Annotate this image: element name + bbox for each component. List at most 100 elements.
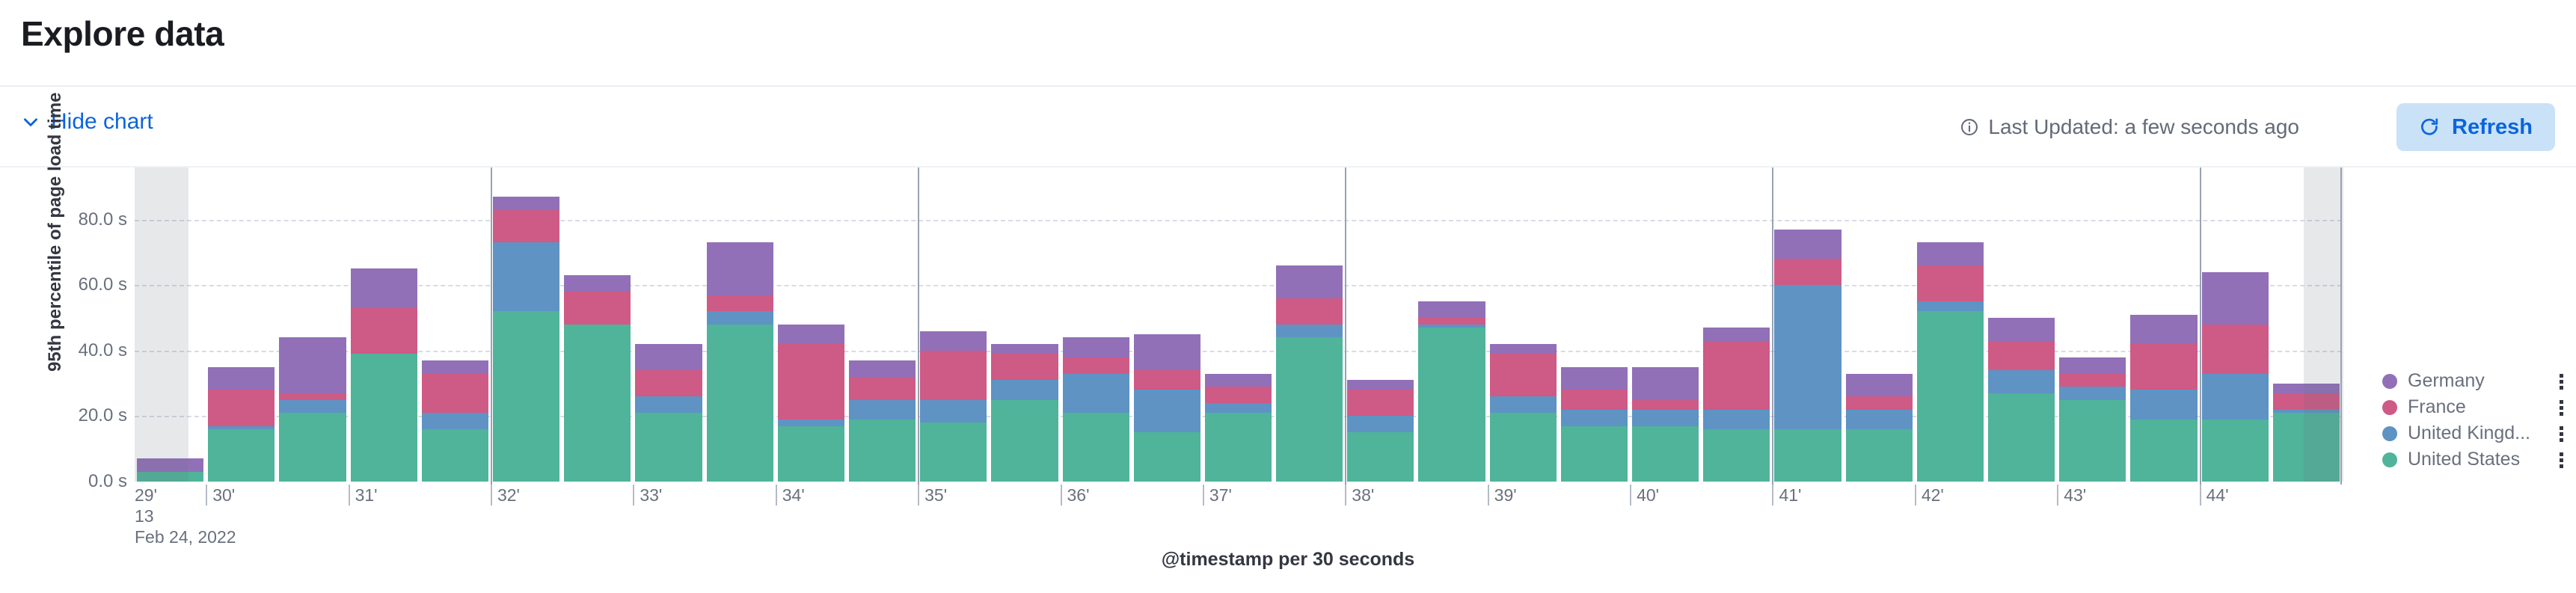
bar-segment[interactable] — [1489, 396, 1557, 414]
bar-stack[interactable] — [706, 242, 773, 482]
bar-segment[interactable] — [350, 308, 417, 354]
bar-segment[interactable] — [421, 360, 488, 374]
legend-item-france[interactable]: France — [2382, 394, 2569, 420]
bar-segment[interactable] — [279, 393, 346, 400]
bar-segment[interactable] — [208, 390, 275, 426]
bar-segment[interactable] — [635, 344, 702, 371]
bar-segment[interactable] — [991, 380, 1058, 400]
bar-segment[interactable] — [706, 311, 773, 325]
bar-stack[interactable] — [208, 366, 275, 482]
bar-segment[interactable] — [1418, 318, 1485, 325]
bar-segment[interactable] — [777, 425, 844, 482]
bar-segment[interactable] — [2130, 314, 2198, 345]
bar-segment[interactable] — [1062, 413, 1129, 482]
bar-segment[interactable] — [1703, 409, 1770, 429]
bar-segment[interactable] — [492, 197, 560, 210]
bar-segment[interactable] — [1418, 301, 1485, 319]
bar-segment[interactable] — [1204, 402, 1272, 414]
bar-segment[interactable] — [1062, 373, 1129, 414]
bar-segment[interactable] — [2201, 324, 2269, 374]
bar-segment[interactable] — [1916, 311, 1984, 482]
refresh-button[interactable]: Refresh — [2396, 103, 2555, 151]
bar-segment[interactable] — [1347, 390, 1414, 417]
bar-segment[interactable] — [2130, 390, 2198, 420]
bar-segment[interactable] — [1560, 409, 1628, 426]
bar-segment[interactable] — [1988, 370, 2055, 393]
bar-segment[interactable] — [848, 360, 916, 377]
bar-segment[interactable] — [2130, 344, 2198, 390]
bar-segment[interactable] — [920, 350, 987, 400]
bar-segment[interactable] — [2272, 409, 2340, 414]
bar-segment[interactable] — [1632, 425, 1699, 482]
bar-segment[interactable] — [991, 344, 1058, 354]
bar-segment[interactable] — [564, 324, 631, 482]
bar-segment[interactable] — [350, 268, 417, 308]
bar-segment[interactable] — [2059, 373, 2126, 387]
bar-segment[interactable] — [492, 242, 560, 312]
bar-stack[interactable] — [777, 324, 844, 482]
bar-segment[interactable] — [1489, 354, 1557, 397]
bar-stack[interactable] — [1774, 229, 1841, 482]
bar-segment[interactable] — [1703, 340, 1770, 410]
bar-stack[interactable] — [350, 268, 417, 482]
bar-segment[interactable] — [635, 396, 702, 414]
bar-segment[interactable] — [2059, 357, 2126, 374]
bar-stack[interactable] — [137, 458, 204, 482]
bar-segment[interactable] — [991, 399, 1058, 482]
bar-segment[interactable] — [1489, 344, 1557, 354]
legend-item-united-states[interactable]: United States — [2382, 446, 2569, 473]
bar-segment[interactable] — [492, 209, 560, 243]
bar-segment[interactable] — [421, 373, 488, 414]
legend-item-united-kingd[interactable]: United Kingd... — [2382, 420, 2569, 446]
bar-segment[interactable] — [920, 399, 987, 423]
bar-segment[interactable] — [1276, 265, 1343, 298]
bar-segment[interactable] — [2130, 419, 2198, 482]
bar-segment[interactable] — [706, 324, 773, 482]
bar-segment[interactable] — [137, 458, 204, 472]
bar-segment[interactable] — [2272, 393, 2340, 410]
bar-segment[interactable] — [1560, 425, 1628, 482]
bar-segment[interactable] — [1489, 413, 1557, 482]
bar-segment[interactable] — [1204, 387, 1272, 403]
bar-segment[interactable] — [1347, 380, 1414, 390]
bar-segment[interactable] — [1347, 432, 1414, 482]
bar-segment[interactable] — [2201, 419, 2269, 482]
bar-segment[interactable] — [1703, 428, 1770, 482]
bar-segment[interactable] — [492, 311, 560, 482]
bar-segment[interactable] — [2201, 271, 2269, 325]
bar-segment[interactable] — [1062, 357, 1129, 374]
bar-segment[interactable] — [1632, 399, 1699, 410]
bar-segment[interactable] — [1845, 428, 1913, 482]
bar-stack[interactable] — [1916, 242, 1984, 482]
bar-segment[interactable] — [777, 344, 844, 420]
bar-stack[interactable] — [2201, 271, 2269, 482]
bar-stack[interactable] — [564, 275, 631, 482]
bar-segment[interactable] — [1133, 390, 1200, 433]
bar-stack[interactable] — [848, 360, 916, 482]
bar-stack[interactable] — [920, 331, 987, 482]
bar-segment[interactable] — [706, 242, 773, 295]
bar-segment[interactable] — [564, 275, 631, 292]
bar-segment[interactable] — [2059, 387, 2126, 400]
bar-segment[interactable] — [208, 366, 275, 390]
bar-stack[interactable] — [1489, 344, 1557, 482]
bar-stack[interactable] — [1560, 366, 1628, 482]
bar-segment[interactable] — [279, 337, 346, 393]
bar-segment[interactable] — [279, 399, 346, 414]
bar-segment[interactable] — [1347, 416, 1414, 433]
bar-stack[interactable] — [421, 360, 488, 482]
bar-stack[interactable] — [1133, 334, 1200, 482]
bar-stack[interactable] — [279, 337, 346, 482]
bar-stack[interactable] — [635, 344, 702, 482]
bar-segment[interactable] — [920, 331, 987, 351]
bar-segment[interactable] — [1560, 390, 1628, 410]
bar-segment[interactable] — [1204, 413, 1272, 482]
kebab-menu-icon[interactable] — [2553, 449, 2569, 471]
hide-chart-toggle[interactable]: Hide chart — [21, 109, 153, 135]
bar-segment[interactable] — [1774, 285, 1841, 429]
kebab-menu-icon[interactable] — [2553, 423, 2569, 445]
bar-segment[interactable] — [1988, 340, 2055, 371]
bar-stack[interactable] — [2272, 383, 2340, 482]
bar-segment[interactable] — [1133, 370, 1200, 390]
bar-segment[interactable] — [564, 292, 631, 325]
